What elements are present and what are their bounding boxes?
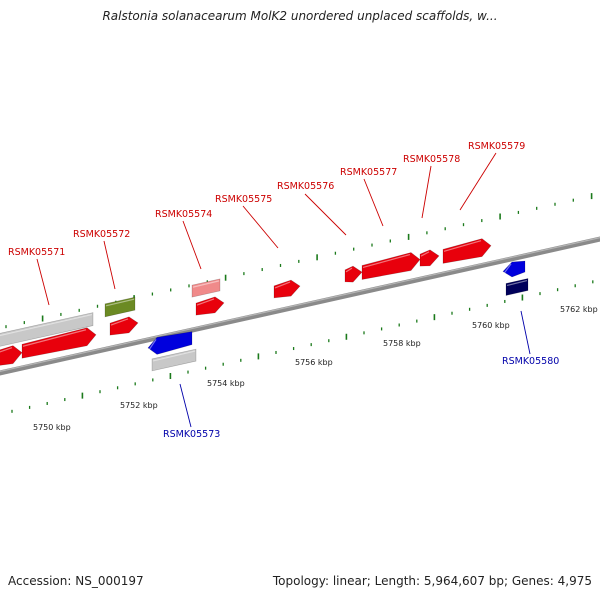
gene-label[interactable]: RSMK05580 — [502, 356, 559, 367]
scale-label: 5752 kbp — [120, 401, 158, 410]
label-leader-line — [242, 205, 279, 249]
gene-label[interactable]: RSMK05571 — [8, 247, 65, 258]
scale-label: 5762 kbp — [560, 305, 598, 314]
gene-label[interactable]: RSMK05574 — [155, 209, 212, 220]
scale-labels: 5750 kbp 5752 kbp 5754 kbp 5756 kbp 5758 kbp… — [33, 305, 598, 432]
gene-arrow[interactable] — [195, 296, 225, 316]
label-leaders — [36, 152, 531, 428]
label-leader-line — [304, 193, 347, 236]
scale-label: 5750 kbp — [33, 423, 71, 432]
label-leader-line — [103, 240, 116, 290]
scale-label: 5756 kbp — [295, 358, 333, 367]
gene-box[interactable] — [505, 278, 529, 296]
label-leader-line — [179, 383, 192, 428]
label-leader-line — [459, 152, 497, 211]
accession-text: Accession: NS_000197 — [8, 574, 144, 588]
scale-label: 5758 kbp — [383, 339, 421, 348]
gene-arrow[interactable] — [502, 260, 526, 278]
gene-box[interactable] — [151, 348, 197, 372]
gene-box[interactable] — [104, 296, 136, 318]
label-leader-line — [520, 310, 531, 355]
label-leader-line — [36, 258, 50, 306]
gene-arrow[interactable] — [344, 265, 363, 283]
scale-label: 5754 kbp — [207, 379, 245, 388]
gene-label[interactable]: RSMK05577 — [340, 167, 397, 178]
map-title: Ralstonia solanacearum MolK2 unordered u… — [102, 9, 498, 23]
tick-marks — [5, 193, 594, 413]
gene-label[interactable]: RSMK05573 — [163, 429, 220, 440]
gene-label[interactable]: RSMK05579 — [468, 141, 525, 152]
scale-label: 5760 kbp — [472, 321, 510, 330]
topology-text: Topology: linear; Length: 5,964,607 bp; … — [272, 574, 592, 588]
gene-arrow[interactable] — [273, 279, 301, 299]
gene-arrow[interactable] — [361, 252, 421, 280]
label-leader-line — [421, 165, 432, 219]
label-leader-line — [363, 178, 384, 227]
gene-label[interactable]: RSMK05578 — [403, 154, 460, 165]
gene-arrow[interactable] — [419, 249, 440, 267]
sequence-backbone — [0, 236, 600, 376]
gene-label[interactable]: RSMK05572 — [73, 229, 130, 240]
gene-arrow[interactable] — [147, 331, 193, 355]
gene-arrow[interactable] — [442, 238, 492, 264]
gene-arrow[interactable] — [21, 327, 97, 359]
gene-box[interactable] — [191, 278, 221, 298]
gene-features — [0, 238, 529, 372]
gene-box[interactable] — [0, 312, 94, 348]
gene-label[interactable]: RSMK05575 — [215, 194, 272, 205]
gene-label[interactable]: RSMK05576 — [277, 181, 334, 192]
gene-arrow[interactable] — [0, 345, 23, 367]
label-leader-line — [182, 220, 202, 270]
gene-arrow[interactable] — [109, 316, 139, 336]
